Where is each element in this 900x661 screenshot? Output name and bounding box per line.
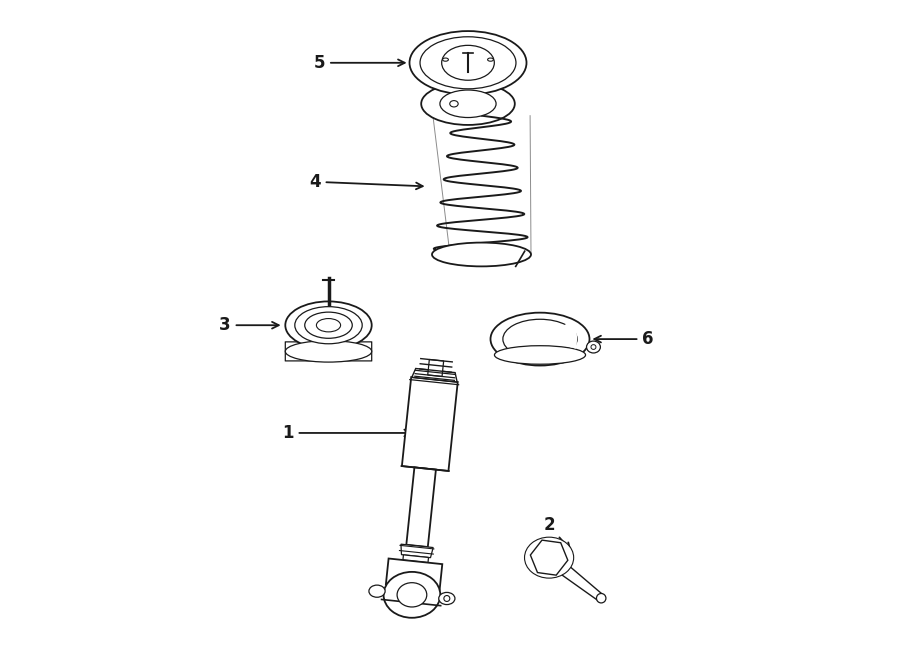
Polygon shape [406, 467, 436, 547]
Ellipse shape [591, 344, 596, 350]
Ellipse shape [450, 100, 458, 107]
Ellipse shape [383, 572, 440, 618]
Text: 2: 2 [544, 516, 570, 550]
Polygon shape [428, 360, 444, 377]
Polygon shape [403, 555, 428, 563]
Polygon shape [386, 559, 442, 590]
Ellipse shape [587, 341, 600, 353]
Ellipse shape [432, 243, 531, 266]
Ellipse shape [305, 312, 352, 338]
Ellipse shape [285, 340, 372, 362]
Text: 4: 4 [310, 173, 423, 191]
Polygon shape [400, 544, 433, 558]
Text: 3: 3 [220, 316, 279, 334]
Polygon shape [412, 368, 457, 382]
Ellipse shape [503, 319, 577, 359]
Text: 1: 1 [283, 424, 411, 442]
Ellipse shape [443, 58, 448, 61]
Polygon shape [402, 377, 458, 471]
Ellipse shape [494, 346, 586, 364]
Ellipse shape [317, 319, 340, 332]
Ellipse shape [525, 537, 573, 578]
Ellipse shape [442, 46, 494, 80]
Polygon shape [553, 558, 604, 602]
Wedge shape [540, 321, 577, 349]
Ellipse shape [295, 307, 362, 344]
Ellipse shape [491, 313, 590, 366]
Ellipse shape [438, 592, 454, 605]
Ellipse shape [421, 83, 515, 125]
Ellipse shape [444, 596, 450, 602]
Ellipse shape [410, 31, 526, 95]
Text: 5: 5 [314, 54, 405, 72]
Ellipse shape [369, 585, 385, 598]
Text: 6: 6 [594, 330, 653, 348]
FancyBboxPatch shape [285, 342, 372, 361]
Ellipse shape [420, 37, 516, 89]
Polygon shape [530, 540, 568, 575]
Ellipse shape [597, 594, 606, 603]
Ellipse shape [285, 301, 372, 349]
Ellipse shape [488, 58, 493, 61]
Ellipse shape [397, 583, 427, 607]
Ellipse shape [440, 90, 496, 118]
